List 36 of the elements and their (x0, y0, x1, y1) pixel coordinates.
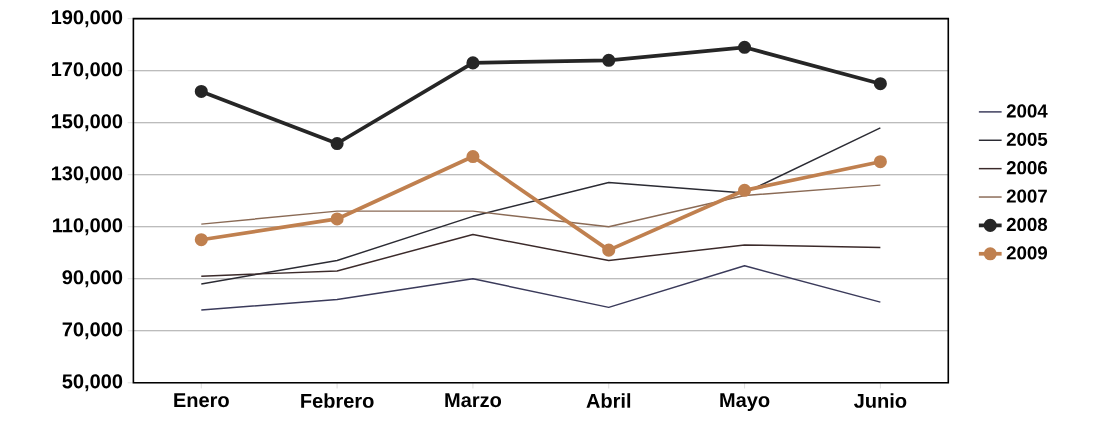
y-tick-label: 50,000 (62, 374, 123, 392)
point (194, 84, 208, 98)
legend-label: 2004 (1006, 104, 1048, 118)
x-tick-label: Mayo (720, 393, 770, 412)
y-tick-label: 150,000 (51, 114, 123, 132)
line-series (200, 127, 882, 285)
line-series (200, 264, 882, 311)
point (466, 56, 480, 70)
y-tick-label: 70,000 (62, 322, 123, 340)
point (466, 149, 480, 163)
legend-label: 2009 (1006, 246, 1048, 260)
point (330, 212, 344, 226)
point (738, 183, 752, 197)
x-tick-label: Junio (853, 393, 907, 408)
point (602, 243, 616, 257)
legend-label: 2007 (1006, 189, 1047, 203)
point (602, 53, 616, 67)
x-tick-label: Marzo (445, 393, 502, 408)
y-tick-label: 170,000 (51, 62, 123, 80)
point (873, 77, 887, 91)
y-tick-label: 110,000 (53, 218, 123, 236)
y-tick-label: 190,000 (51, 10, 123, 28)
point (873, 155, 887, 169)
x-tick-label: Febrero (301, 393, 374, 408)
y-tick-label: 90,000 (62, 270, 123, 288)
legend-label: 2006 (1006, 161, 1048, 175)
point (738, 40, 752, 54)
line-series (200, 184, 882, 228)
x-tick-label: Abril (586, 393, 631, 408)
legend-label: 2008 (1006, 217, 1048, 232)
point (194, 233, 208, 247)
y-tick-label: 130,000 (51, 166, 123, 184)
x-tick-label: Enero (174, 393, 229, 408)
point (330, 136, 344, 150)
line-series (200, 233, 882, 277)
legend-label: 2005 (1006, 132, 1048, 146)
